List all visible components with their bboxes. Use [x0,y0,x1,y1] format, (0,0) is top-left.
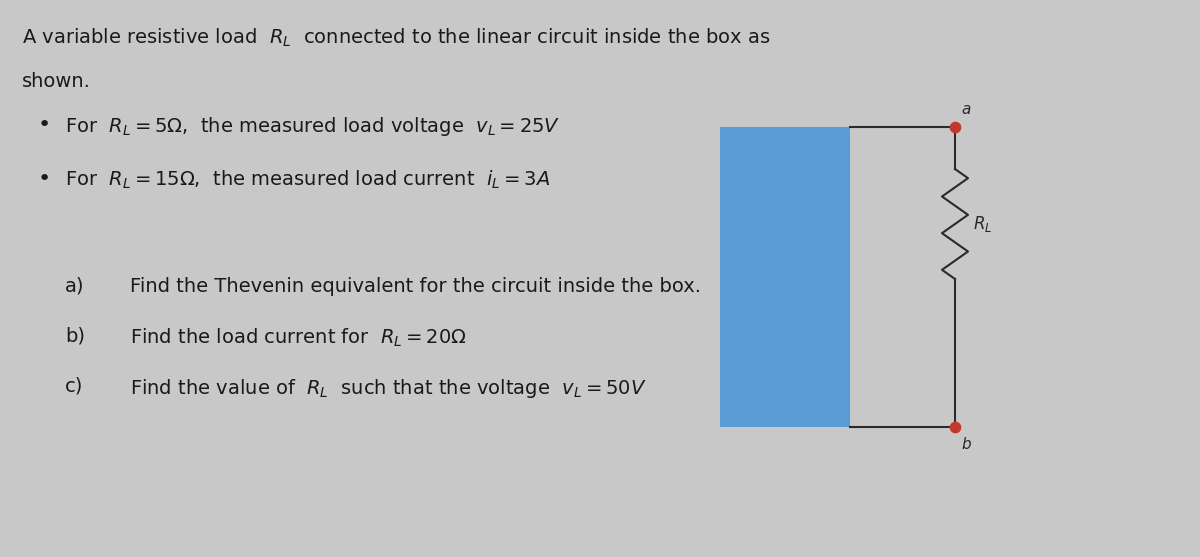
Text: Find the value of  $R_L$  such that the voltage  $v_L = 50V$: Find the value of $R_L$ such that the vo… [130,377,647,400]
Text: $R_L$: $R_L$ [973,214,992,234]
Text: A variable resistive load  $R_L$  connected to the linear circuit inside the box: A variable resistive load $R_L$ connecte… [22,27,770,50]
Text: For  $R_L = 15\Omega$,  the measured load current  $i_L = 3A$: For $R_L = 15\Omega$, the measured load … [65,169,550,191]
Text: c): c) [65,377,83,396]
Text: shown.: shown. [22,72,91,91]
Bar [720,127,850,427]
Text: a: a [961,102,971,117]
Text: b: b [961,437,971,452]
Text: •: • [38,115,52,135]
Text: a): a) [65,277,84,296]
Text: Find the load current for  $R_L = 20\Omega$: Find the load current for $R_L = 20\Omeg… [130,327,467,349]
Text: Find the Thevenin equivalent for the circuit inside the box.: Find the Thevenin equivalent for the cir… [130,277,701,296]
Text: b): b) [65,327,85,346]
Text: •: • [38,169,52,189]
Point [946,423,965,432]
Point [946,123,965,131]
Text: For  $R_L = 5\Omega$,  the measured load voltage  $v_L = 25V$: For $R_L = 5\Omega$, the measured load v… [65,115,560,138]
